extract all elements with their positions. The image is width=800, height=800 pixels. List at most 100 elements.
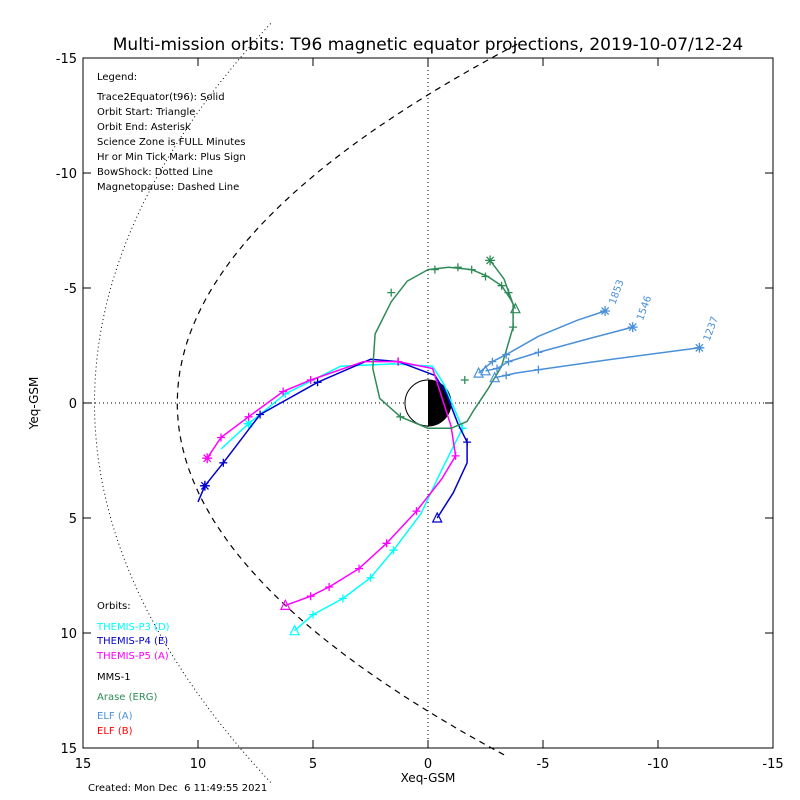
hour-tick-plus (306, 376, 315, 384)
hour-tick-plus (502, 350, 511, 359)
hour-tick-plus (467, 265, 476, 274)
x-tick-label: 5 (309, 757, 317, 772)
series-themis-p5-a (202, 357, 460, 610)
hour-tick-plus (389, 546, 398, 555)
orbit-label-arase: Arase (ERG) (97, 692, 158, 703)
hour-tick-plus (493, 364, 501, 373)
hour-tick-plus (309, 610, 317, 619)
y-tick-label: -10 (56, 167, 77, 182)
orbit-label-themis-p5: THEMIS-P5 (A) (96, 651, 169, 662)
x-axis-label: Xeq-GSM (401, 771, 456, 785)
chart-title: Multi-mission orbits: T96 magnetic equat… (113, 35, 744, 55)
y-tick-label: 10 (60, 627, 77, 642)
x-tick-label: 0 (424, 757, 432, 772)
hour-tick-plus (244, 412, 253, 421)
x-tick-label: -5 (537, 757, 550, 772)
orbit-label-themis-p4: THEMIS-P4 (E) (96, 636, 168, 647)
legend-box: Legend: Trace2Equator(t96): Solid Orbit … (96, 72, 246, 193)
orbit-label-themis-p3: THEMIS-P3 (D) (96, 622, 170, 633)
y-tick-label: -5 (64, 282, 77, 297)
hour-tick-plus (534, 365, 543, 374)
hour-tick-plus (313, 378, 322, 387)
hour-tick-plus (502, 371, 511, 380)
magnetospheric-boundaries (94, 23, 518, 783)
orbit-end-asterisk (485, 255, 496, 266)
y-tick-label: 0 (69, 397, 77, 412)
orbit-label-mms1: MMS-1 (97, 672, 131, 683)
x-axis-ticks: 15 10 5 0 -5 -10 -15 (75, 58, 784, 772)
hour-tick-plus (460, 376, 469, 384)
hour-tick-plus (338, 594, 347, 603)
hour-tick-plus (219, 458, 228, 467)
legend-line-magnetopause: Magnetopause: Dashed Line (97, 182, 239, 193)
orbit-start-triangle (480, 364, 491, 376)
x-tick-label: 10 (190, 757, 207, 772)
hour-tick-plus (463, 438, 472, 447)
orbit-trace (485, 326, 633, 372)
orbit-end-asterisk (243, 418, 254, 429)
hour-tick-plus (217, 433, 225, 442)
orbit-trace (478, 310, 606, 374)
earth-nightside (428, 380, 451, 426)
elf-pass-label: 1237 (702, 315, 721, 343)
series-arase-erg (372, 255, 521, 430)
x-tick-label: -15 (762, 757, 783, 772)
hour-tick-plus (325, 583, 334, 591)
legend-heading: Legend: (97, 72, 137, 83)
hour-tick-plus (355, 564, 363, 573)
orbit-end-asterisk (627, 322, 638, 333)
hour-tick-plus (504, 357, 513, 366)
orbit-end-asterisk (202, 453, 213, 464)
series-themis-p3-d (220, 363, 467, 636)
x-tick-label: 15 (75, 757, 92, 772)
y-tick-label: -15 (56, 52, 77, 67)
orbit-start-triangle (289, 624, 301, 636)
orbits-legend: Orbits: THEMIS-P3 (D) THEMIS-P4 (E) THEM… (96, 601, 170, 737)
orbit-start-triangle (489, 371, 501, 383)
hour-tick-plus (387, 288, 396, 297)
hour-tick-plus (430, 265, 439, 274)
orbit-label-elf-b: ELF (B) (97, 726, 133, 737)
y-axis-ticks: -15 -10 -5 0 5 10 15 (56, 52, 773, 757)
created-footer: Created: Mon Dec 6 11:49:55 2021 (88, 783, 267, 794)
hour-tick-plus (481, 272, 490, 281)
legend-line-end: Orbit End: Asterisk (97, 122, 191, 133)
legend-line-start: Orbit Start: Triangle (97, 107, 195, 118)
orbit-trace (206, 360, 457, 607)
orbit-end-asterisk (600, 306, 611, 316)
hour-tick-plus (497, 281, 506, 290)
hour-tick-plus (453, 263, 462, 272)
hour-tick-plus (394, 357, 403, 366)
magnetopause-line (176, 43, 518, 758)
hour-tick-plus (382, 539, 391, 548)
orbit-label-elf-a: ELF (A) (97, 711, 133, 722)
hour-tick-plus (488, 357, 497, 366)
series-elf-a-1853: 1853 (473, 278, 627, 378)
hour-tick-plus (504, 288, 513, 297)
legend-line-science: Science Zone is FULL Minutes (97, 137, 246, 148)
hour-tick-plus (279, 387, 288, 396)
hour-tick-plus (509, 323, 518, 332)
orbit-trace (197, 358, 468, 519)
y-tick-label: 5 (69, 512, 77, 527)
legend-line-trace: Trace2Equator(t96): Solid (96, 92, 225, 103)
legend-line-tick: Hr or Min Tick Mark: Plus Sign (97, 152, 246, 163)
hour-tick-plus (412, 507, 421, 516)
orbits-heading: Orbits: (97, 601, 131, 612)
y-axis-label: Yeq-GSM (27, 377, 41, 431)
hour-tick-plus (396, 412, 405, 421)
hour-tick-plus (451, 451, 460, 460)
orbit-series: 1853 1546 1237 (197, 255, 721, 636)
hour-tick-plus (366, 573, 375, 582)
orbit-trace (494, 347, 700, 379)
elf-pass-label: 1853 (608, 278, 627, 306)
x-tick-label: -10 (647, 757, 668, 772)
hour-tick-plus (256, 410, 265, 419)
y-tick-label: 15 (60, 742, 77, 757)
orbit-end-asterisk (694, 342, 705, 353)
hour-tick-plus (534, 348, 543, 357)
orbit-start-triangle (509, 302, 521, 314)
orbit-start-triangle (473, 366, 485, 378)
series-elf-a-1546: 1546 (480, 294, 654, 376)
